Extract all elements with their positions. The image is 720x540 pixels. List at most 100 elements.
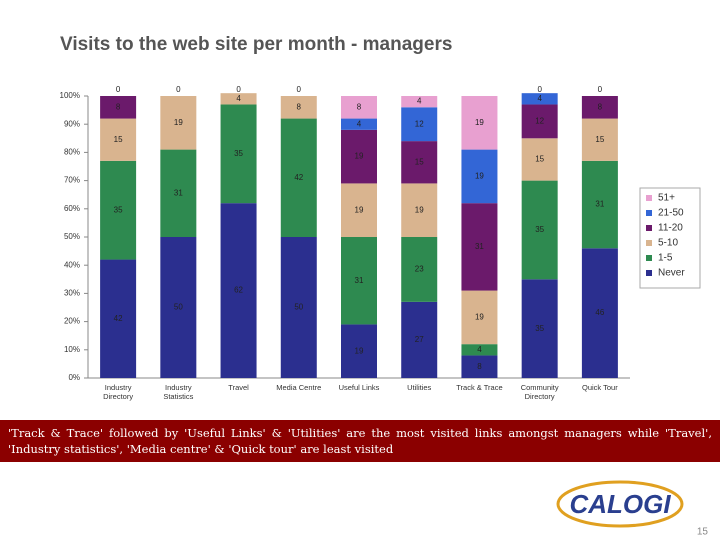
bar-segment bbox=[461, 355, 498, 378]
data-label: 0 bbox=[116, 85, 121, 94]
data-label: 27 bbox=[415, 335, 424, 344]
bar-segment bbox=[521, 104, 558, 139]
data-label: 0 bbox=[598, 85, 603, 94]
legend-swatch bbox=[646, 240, 652, 246]
legend-label: 11-20 bbox=[658, 223, 683, 234]
x-tick-label: Media Centre bbox=[276, 383, 322, 392]
bar-segment bbox=[461, 203, 498, 291]
data-label: 31 bbox=[475, 242, 484, 251]
data-label: 4 bbox=[357, 119, 362, 128]
data-label: 4 bbox=[477, 345, 482, 354]
bar-segment bbox=[341, 96, 377, 119]
data-label: 15 bbox=[114, 135, 123, 144]
bar-segment bbox=[100, 259, 137, 378]
bar-segment bbox=[521, 93, 558, 105]
data-label: 42 bbox=[114, 314, 123, 323]
bar-segment bbox=[401, 183, 438, 237]
chart-title: Visits to the web site per month - manag… bbox=[60, 34, 452, 55]
legend-label: Never bbox=[658, 268, 685, 279]
bar-segment bbox=[220, 93, 257, 105]
data-label: 19 bbox=[355, 346, 364, 355]
legend-label: 51+ bbox=[658, 193, 675, 204]
data-label: 19 bbox=[475, 312, 484, 321]
y-tick-label: 20% bbox=[64, 317, 80, 326]
data-label: 15 bbox=[535, 155, 544, 164]
data-label: 0 bbox=[236, 85, 241, 94]
data-label: 35 bbox=[535, 324, 544, 333]
data-label: 8 bbox=[598, 102, 603, 111]
bar-segment bbox=[461, 96, 498, 150]
data-label: 31 bbox=[595, 200, 604, 209]
y-tick-label: 50% bbox=[64, 232, 80, 241]
y-tick-label: 60% bbox=[64, 204, 80, 213]
data-label: 0 bbox=[176, 85, 181, 94]
bar-segment bbox=[341, 324, 377, 378]
data-label: 62 bbox=[234, 286, 243, 295]
chart: Visits to the web site per month - manag… bbox=[60, 34, 701, 382]
bar-segment bbox=[160, 149, 197, 237]
bar-segment bbox=[160, 96, 197, 150]
bar-segment bbox=[401, 107, 438, 142]
data-label: 35 bbox=[535, 225, 544, 234]
bar-segment bbox=[401, 96, 438, 108]
x-tick-label: Track & Trace bbox=[456, 383, 503, 392]
legend-swatch bbox=[646, 195, 652, 201]
data-label: 15 bbox=[415, 157, 424, 166]
bar-segment bbox=[461, 344, 498, 356]
data-label: 31 bbox=[355, 276, 364, 285]
data-label: 4 bbox=[537, 94, 542, 103]
bar-segment bbox=[220, 104, 257, 204]
y-tick-label: 90% bbox=[64, 119, 80, 128]
bar-segment bbox=[521, 180, 558, 280]
bar-segment bbox=[581, 248, 618, 378]
x-tick-label: Utilities bbox=[407, 383, 432, 392]
bar-segment bbox=[220, 203, 257, 378]
legend-swatch bbox=[646, 270, 652, 276]
data-label: 19 bbox=[174, 118, 183, 127]
data-label: 19 bbox=[475, 118, 484, 127]
y-tick-label: 40% bbox=[64, 260, 80, 269]
legend-label: 5-10 bbox=[658, 238, 678, 249]
data-label: 8 bbox=[116, 102, 121, 111]
y-tick-label: 70% bbox=[64, 176, 80, 185]
data-label: 15 bbox=[595, 135, 604, 144]
x-tick-label: Quick Tour bbox=[582, 383, 618, 392]
data-label: 50 bbox=[294, 303, 303, 312]
bar-segment bbox=[521, 279, 558, 378]
x-tick-label: Travel bbox=[228, 383, 249, 392]
bar-segment bbox=[100, 118, 137, 161]
bar-segment bbox=[100, 96, 137, 119]
data-label: 31 bbox=[174, 188, 183, 197]
data-label: 0 bbox=[537, 85, 542, 94]
caption: 'Track & Trace' followed by 'Useful Link… bbox=[0, 420, 720, 462]
bar-segment bbox=[581, 118, 618, 161]
data-label: 12 bbox=[535, 116, 544, 125]
data-label: 19 bbox=[355, 152, 364, 161]
x-tick-label: Community Directory bbox=[520, 383, 559, 401]
bar-segment bbox=[341, 183, 377, 237]
data-label: 23 bbox=[415, 265, 424, 274]
data-label: 8 bbox=[477, 362, 482, 371]
data-label: 4 bbox=[417, 97, 422, 106]
bar-segment bbox=[581, 160, 618, 249]
bar-segment bbox=[341, 237, 377, 325]
bar-segment bbox=[461, 149, 498, 204]
bar-segment bbox=[581, 96, 618, 119]
legend-swatch bbox=[646, 225, 652, 231]
bar-segment bbox=[521, 138, 558, 181]
data-label: 19 bbox=[355, 205, 364, 214]
data-label: 42 bbox=[294, 173, 303, 182]
bar-segment bbox=[401, 237, 438, 302]
data-label: 4 bbox=[236, 94, 241, 103]
bar-segment bbox=[100, 160, 137, 260]
legend-swatch bbox=[646, 210, 652, 216]
x-tick-label: Industry Directory bbox=[103, 383, 134, 401]
data-label: 19 bbox=[415, 205, 424, 214]
bar-segment bbox=[401, 301, 438, 378]
legend-label: 21-50 bbox=[658, 208, 684, 219]
footer: CALOGI 15 bbox=[556, 480, 708, 538]
data-label: 50 bbox=[174, 303, 183, 312]
data-label: 46 bbox=[595, 308, 604, 317]
bar-segment bbox=[280, 96, 317, 119]
y-tick-label: 30% bbox=[64, 289, 80, 298]
